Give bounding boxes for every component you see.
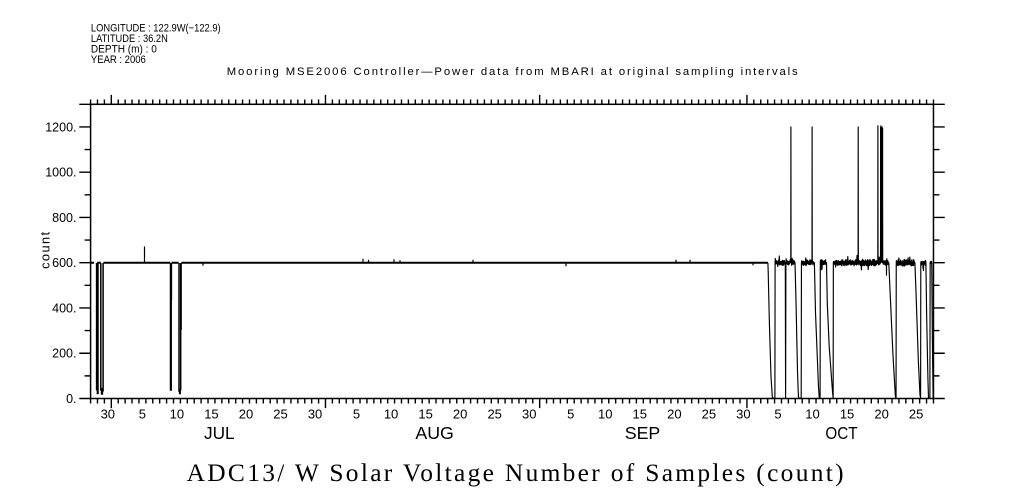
- svg-text:5: 5: [353, 407, 360, 422]
- svg-text:10: 10: [170, 407, 184, 422]
- svg-text:25: 25: [702, 407, 716, 422]
- svg-text:30: 30: [308, 407, 322, 422]
- svg-text:AUG: AUG: [415, 423, 454, 443]
- svg-text:5: 5: [139, 407, 146, 422]
- svg-text:0.: 0.: [66, 392, 76, 406]
- svg-text:LATITUDE : 36.2N: LATITUDE : 36.2N: [91, 34, 168, 46]
- svg-text:10: 10: [384, 407, 398, 422]
- svg-text:YEAR : 2006: YEAR : 2006: [91, 54, 146, 66]
- svg-text:800.: 800.: [52, 211, 76, 225]
- svg-text:LONGITUDE : 122.9W(−122.9): LONGITUDE : 122.9W(−122.9): [91, 23, 221, 35]
- svg-text:25: 25: [487, 407, 501, 422]
- svg-text:Mooring MSE2006 Controller—Pow: Mooring MSE2006 Controller—Power data fr…: [227, 66, 798, 78]
- svg-text:25: 25: [273, 407, 287, 422]
- svg-text:20: 20: [667, 407, 681, 422]
- svg-text:25: 25: [909, 407, 923, 422]
- svg-text:10: 10: [805, 407, 819, 422]
- svg-text:SEP: SEP: [625, 423, 661, 443]
- svg-text:1000.: 1000.: [45, 166, 76, 180]
- svg-text:30: 30: [101, 407, 115, 422]
- svg-text:15: 15: [633, 407, 647, 422]
- svg-text:200.: 200.: [52, 347, 76, 361]
- svg-text:600.: 600.: [52, 256, 76, 270]
- svg-text:DEPTH (m) : 0: DEPTH (m) : 0: [91, 43, 157, 56]
- svg-text:10: 10: [598, 407, 612, 422]
- svg-text:400.: 400.: [52, 301, 76, 315]
- svg-text:15: 15: [204, 407, 218, 422]
- svg-text:1200.: 1200.: [45, 120, 76, 134]
- svg-text:count: count: [37, 231, 52, 268]
- svg-text:5: 5: [774, 407, 781, 422]
- svg-text:20: 20: [874, 407, 888, 422]
- svg-text:15: 15: [840, 407, 854, 422]
- svg-text:30: 30: [522, 407, 536, 422]
- svg-text:5: 5: [567, 407, 574, 422]
- svg-text:30: 30: [736, 407, 750, 422]
- svg-text:OCT: OCT: [825, 423, 857, 443]
- svg-text:20: 20: [453, 407, 467, 422]
- svg-text:15: 15: [418, 407, 432, 422]
- svg-text:20: 20: [239, 407, 253, 422]
- svg-text:JUL: JUL: [204, 423, 235, 443]
